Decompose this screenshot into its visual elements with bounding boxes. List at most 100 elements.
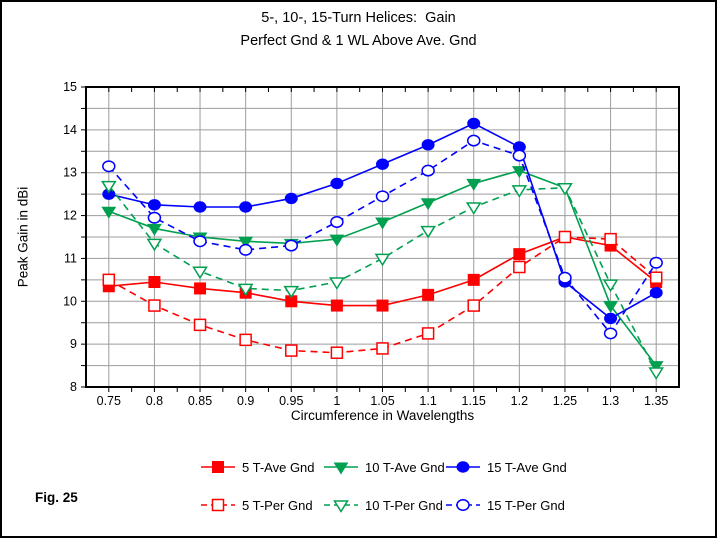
legend-row-per-gnd: 5 T-Per Gnd 10 T-Per Gnd 15 T-Per Gnd <box>2 497 715 515</box>
x-tick-label: 0.9 <box>237 394 254 408</box>
y-tick-label: 10 <box>63 294 77 308</box>
marker-circle <box>193 201 207 213</box>
marker-triangle-down <box>333 500 349 513</box>
marker-square <box>212 461 224 473</box>
legend-marker <box>446 461 480 473</box>
legend-row-ave-gnd: 5 T-Ave Gnd 10 T-Ave Gnd 15 T-Ave Gnd <box>2 459 715 477</box>
series-15-t-per-gnd <box>102 134 663 340</box>
marker-circle <box>421 139 435 151</box>
x-axis-title: Circumference in Wavelengths <box>290 408 475 423</box>
legend-label: 10 T-Ave Gnd <box>365 459 445 475</box>
marker-triangle-down <box>192 266 208 280</box>
marker-square <box>421 327 435 340</box>
marker-triangle-down <box>101 206 117 219</box>
marker-square <box>422 288 435 301</box>
marker-triangle-down <box>511 185 528 198</box>
marker-triangle-down <box>465 202 482 215</box>
y-tick-label: 13 <box>63 166 77 180</box>
x-tick-label: 1.3 <box>602 394 619 408</box>
marker-square <box>193 318 207 332</box>
marker-square <box>330 346 344 359</box>
legend-item-10-t-per-gnd: 10 T-Per Gnd <box>324 497 443 513</box>
x-tick-label: 0.75 <box>97 394 121 408</box>
marker-square <box>194 282 207 295</box>
grid <box>86 87 679 387</box>
marker-circle <box>102 160 116 173</box>
marker-circle <box>284 192 298 205</box>
marker-circle <box>467 117 481 130</box>
marker-square <box>148 276 161 288</box>
x-tick-label: 0.95 <box>279 394 303 408</box>
y-tick-label: 12 <box>63 209 77 223</box>
legend-item-5-t-ave-gnd: 5 T-Ave Gnd <box>201 459 315 475</box>
figure-number-label: Fig. 25 <box>35 490 78 505</box>
x-tick-label: 0.85 <box>188 394 212 408</box>
y-tick-label: 14 <box>63 123 77 137</box>
x-tick-label: 1.35 <box>644 394 668 408</box>
marker-triangle-down <box>329 277 345 290</box>
legend-label: 5 T-Ave Gnd <box>242 459 315 475</box>
x-tick-label: 0.8 <box>146 394 163 408</box>
marker-triangle-down <box>100 180 117 194</box>
marker-square <box>102 273 116 287</box>
marker-triangle-down <box>329 234 345 247</box>
tick-labels: 8 9 10 11 12 13 14 15 0.75 0.8 0.85 0.9 0.95 1 1.05 1.1… <box>63 80 668 408</box>
x-tick-label: 1.05 <box>370 394 394 408</box>
marker-circle <box>330 177 344 190</box>
marker-triangle-down <box>648 367 665 380</box>
marker-square <box>513 248 526 261</box>
marker-square <box>239 333 252 347</box>
marker-square <box>467 273 480 286</box>
marker-triangle-down <box>375 217 390 230</box>
legend-marker <box>201 498 235 512</box>
marker-square <box>148 299 161 312</box>
marker-triangle-down <box>238 236 254 249</box>
marker-square <box>376 299 389 312</box>
marker-circle <box>649 287 663 299</box>
legend-marker <box>324 500 358 513</box>
marker-triangle-down <box>648 361 664 374</box>
y-tick-label: 8 <box>70 380 77 394</box>
legend-item-15-t-ave-gnd: 15 T-Ave Gnd <box>446 459 567 475</box>
marker-circle <box>649 256 663 269</box>
marker-triangle-down <box>603 301 618 314</box>
legend-item-10-t-ave-gnd: 10 T-Ave Gnd <box>324 459 445 475</box>
marker-triangle-down <box>333 462 349 475</box>
x-tick-label: 1.25 <box>553 394 577 408</box>
x-tick-label: 1.15 <box>462 394 486 408</box>
marker-triangle-down <box>420 225 436 239</box>
marker-triangle-down <box>147 223 162 236</box>
marker-circle <box>147 211 162 224</box>
marker-circle <box>330 216 344 228</box>
y-tick-label: 9 <box>70 337 77 351</box>
plot-border <box>85 86 680 388</box>
marker-circle <box>512 149 527 162</box>
marker-square <box>285 344 298 357</box>
marker-triangle-down <box>420 198 436 211</box>
marker-square <box>513 260 526 274</box>
marker-square <box>604 232 617 246</box>
marker-circle <box>147 199 161 211</box>
y-axis-title: Peak Gain in dBi <box>15 186 31 288</box>
marker-circle <box>456 499 470 511</box>
chart-title: 5-, 10-, 15-Turn Helices: Gain <box>261 10 456 26</box>
marker-triangle-down <box>374 253 391 267</box>
series-15-t-ave-gnd <box>102 117 663 325</box>
marker-circle <box>376 158 389 170</box>
legend-marker <box>201 461 235 473</box>
legend-label: 15 T-Ave Gnd <box>487 459 567 475</box>
legend-item-5-t-per-gnd: 5 T-Per Gnd <box>201 497 313 513</box>
x-tick-label: 1.1 <box>419 394 436 408</box>
marker-square <box>649 271 663 284</box>
marker-circle <box>284 239 299 252</box>
marker-circle <box>603 327 618 340</box>
marker-circle <box>456 461 470 473</box>
marker-circle <box>238 243 253 256</box>
marker-triangle-down <box>557 182 573 196</box>
series-10-t-per-gnd <box>100 180 665 380</box>
marker-triangle-down <box>511 166 527 179</box>
marker-square <box>330 299 343 312</box>
marker-triangle-down <box>466 178 482 191</box>
marker-square <box>211 498 225 512</box>
